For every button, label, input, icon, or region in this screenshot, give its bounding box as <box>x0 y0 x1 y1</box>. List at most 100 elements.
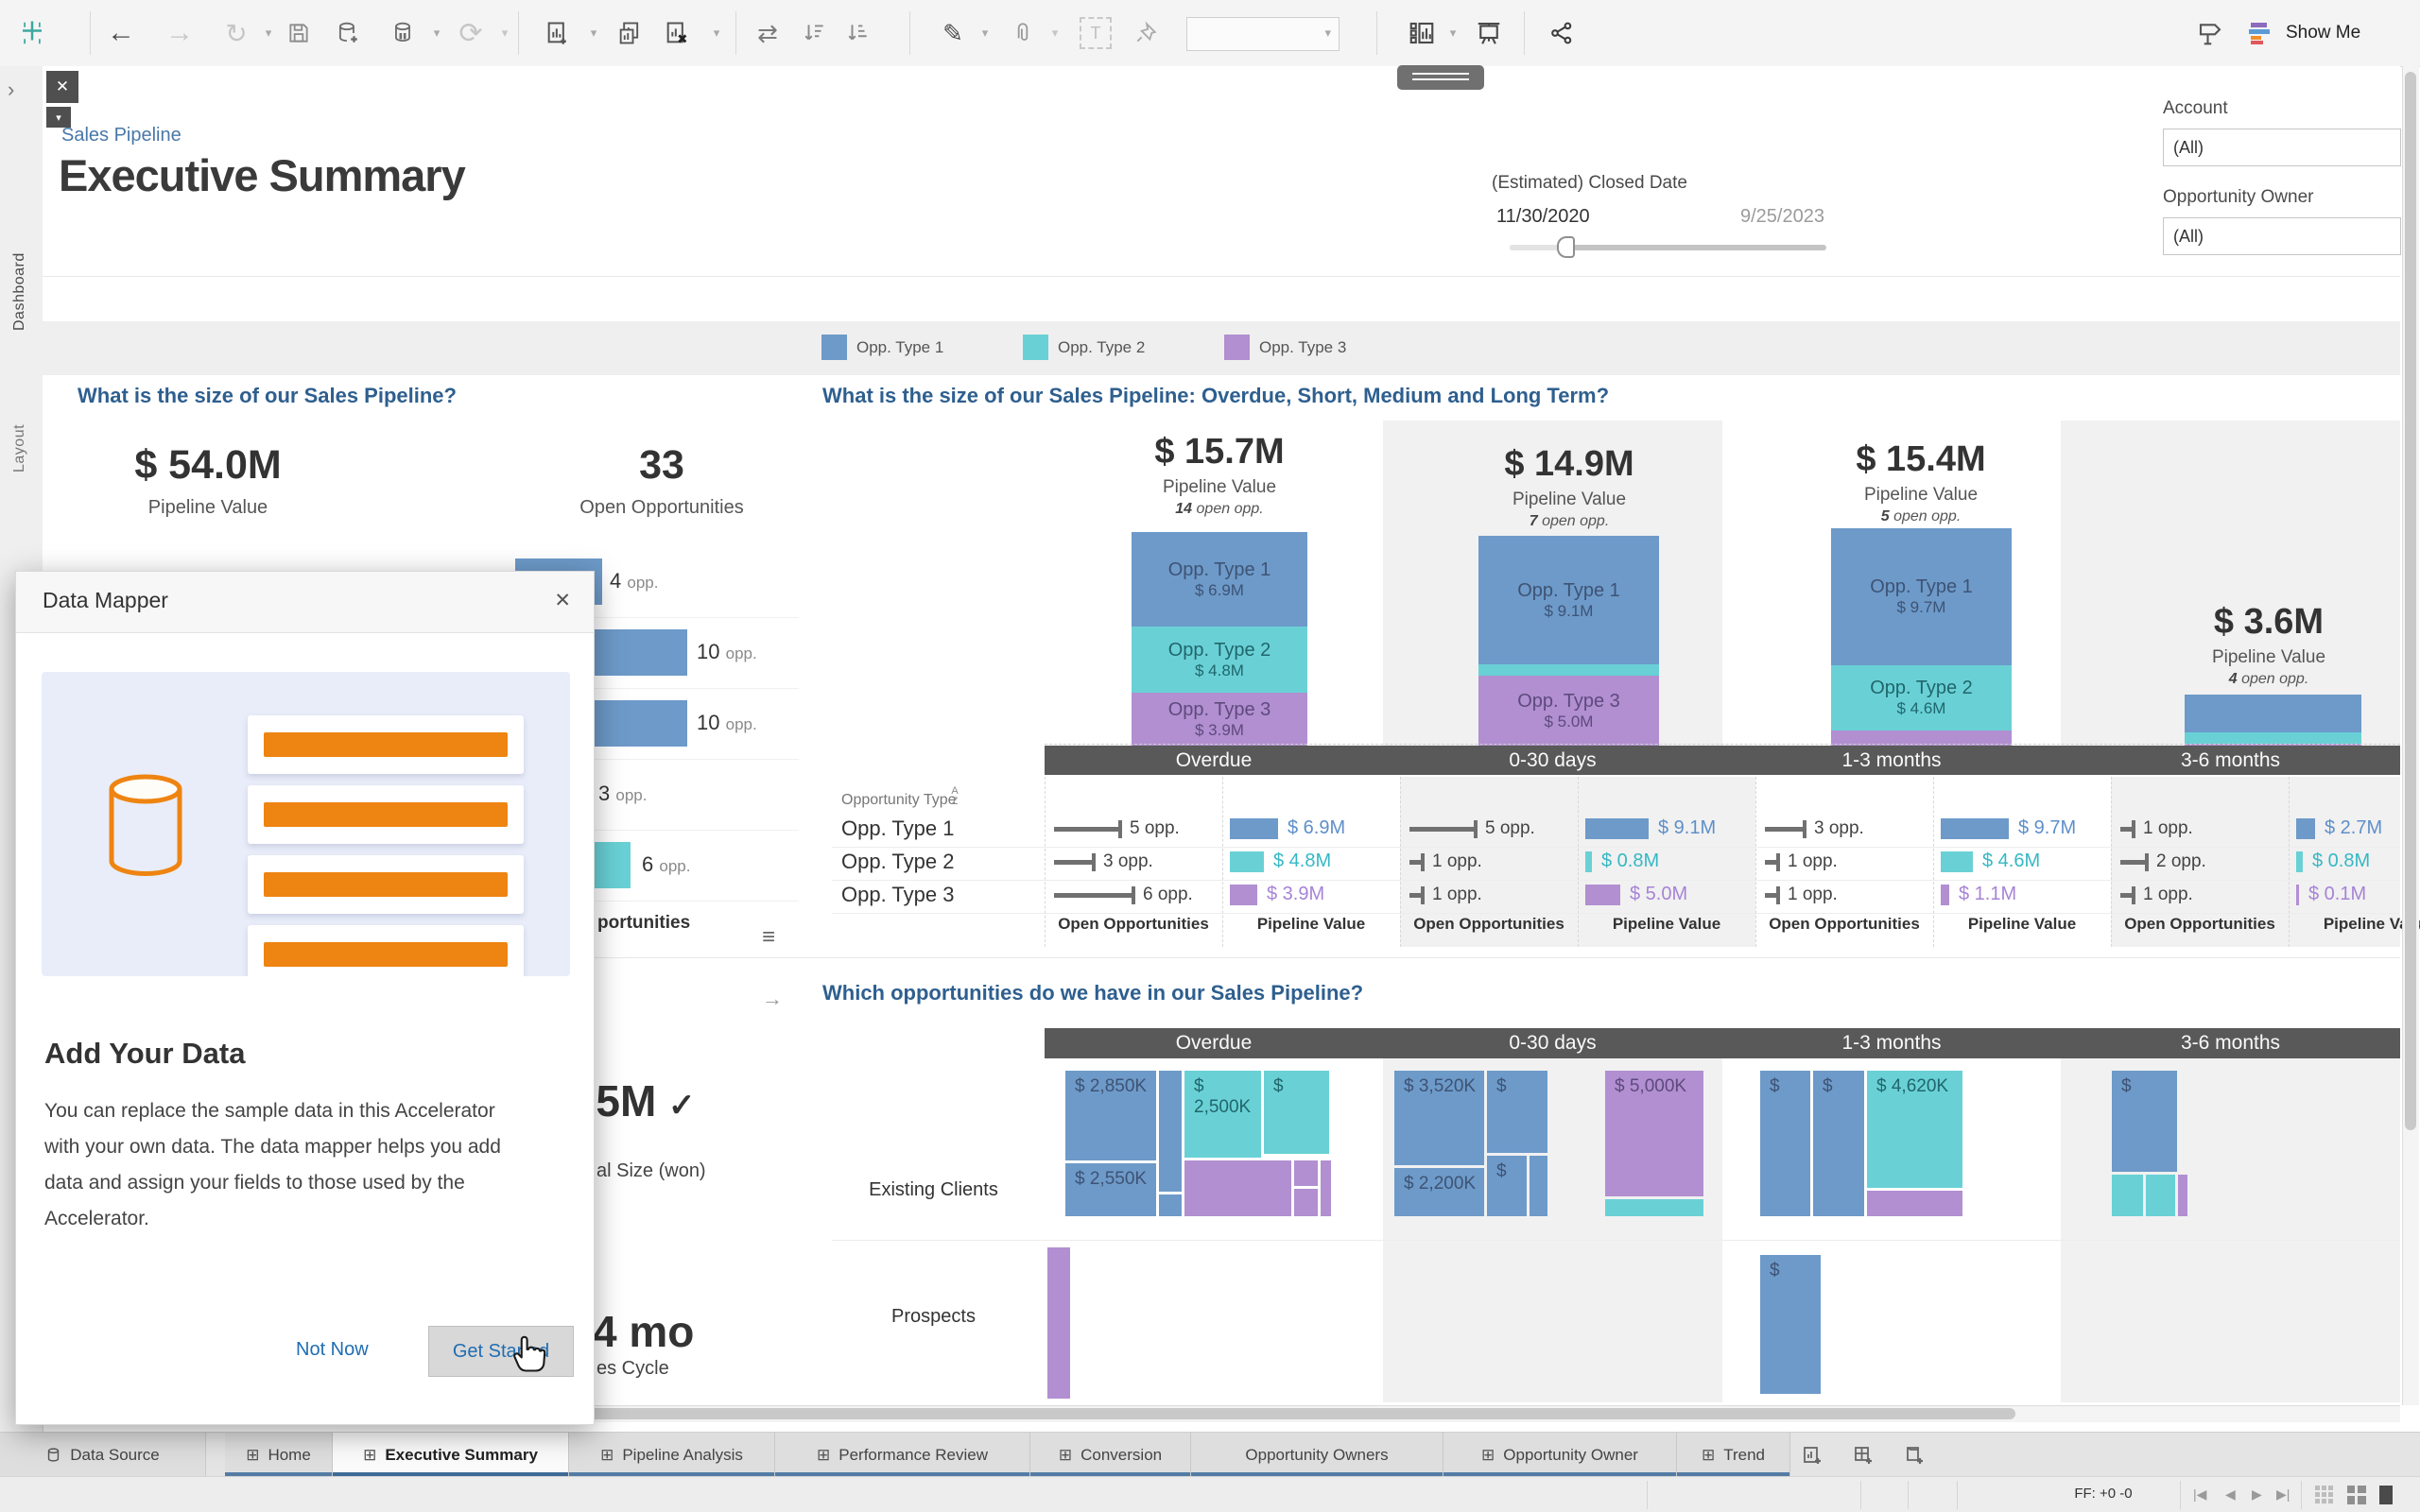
tab-performance-review[interactable]: ⊞ Performance Review <box>775 1433 1030 1477</box>
tab-executive-summary[interactable]: ⊞ Executive Summary <box>333 1433 569 1477</box>
show-me-icon[interactable] <box>2244 0 2282 66</box>
treemap-cell[interactable]: $ <box>1487 1156 1527 1216</box>
text-label-button[interactable]: T <box>1078 0 1114 66</box>
refresh-button[interactable]: ⟳ <box>458 17 483 49</box>
date-slider-track[interactable] <box>1510 245 1826 250</box>
whisker-mark[interactable] <box>1054 853 1096 871</box>
legend-swatch-type3[interactable] <box>1224 335 1250 360</box>
fix-axes-pin-button[interactable] <box>1127 0 1165 66</box>
date-filter-start[interactable]: 11/30/2020 <box>1496 206 1590 227</box>
show-hide-cards-caret-icon[interactable]: ▾ <box>1449 26 1457 40</box>
segment-1-3-type1[interactable]: Opp. Type 1 $ 9.7M <box>1831 528 2012 665</box>
whisker-mark[interactable] <box>1765 853 1780 871</box>
goto-sheet-icon[interactable]: → <box>762 987 783 1010</box>
fit-selector[interactable]: ▾ <box>1186 17 1340 51</box>
view-split-icon[interactable] <box>2346 1485 2367 1505</box>
value-bar[interactable] <box>2296 818 2315 839</box>
table-row-label-3[interactable]: Opp. Type 3 <box>841 883 955 906</box>
tableau-logo-icon[interactable] <box>11 0 53 66</box>
whisker-mark[interactable] <box>1054 886 1135 904</box>
new-story-tab-button[interactable] <box>1893 1433 1938 1477</box>
treemap-cell[interactable]: $ 2,200K <box>1394 1168 1484 1216</box>
open-opps-ban[interactable]: 33 <box>639 442 684 488</box>
treemap-cell[interactable]: $ 2,850K <box>1065 1071 1156 1160</box>
whisker-mark[interactable] <box>1765 886 1780 904</box>
treemap-cell[interactable]: $ 3,520K <box>1394 1071 1484 1165</box>
nav-prev-icon[interactable]: ◀ <box>2225 1486 2236 1502</box>
whisker-mark[interactable] <box>1409 886 1425 904</box>
sales-cycle-ban-fragment[interactable]: 4 mo <box>593 1307 695 1356</box>
pane-tab-layout[interactable]: Layout <box>11 423 27 472</box>
pause-updates-button[interactable] <box>384 0 422 66</box>
filter-owner-dropdown[interactable]: (All) <box>2163 217 2401 255</box>
whisker-mark[interactable] <box>1765 820 1806 838</box>
get-started-button[interactable]: Get Started <box>428 1326 574 1377</box>
value-bar[interactable] <box>1230 851 1264 872</box>
nav-next-icon[interactable]: ▶ <box>2252 1486 2262 1502</box>
redo-button[interactable]: → <box>165 17 194 48</box>
replay-button[interactable]: ↻ <box>225 18 248 48</box>
segment-overdue-type2[interactable]: Opp. Type 2 $ 4.8M <box>1132 627 1307 693</box>
replay-caret-icon[interactable]: ▾ <box>265 26 272 40</box>
tab-conversion[interactable]: ⊞ Conversion <box>1030 1433 1191 1477</box>
treemap-cell[interactable] <box>1184 1160 1291 1216</box>
treemap-cell[interactable] <box>1047 1247 1070 1399</box>
segment-3-6-type2[interactable] <box>2185 732 2361 744</box>
pipeline-value-ban[interactable]: $ 54.0M <box>134 442 282 488</box>
not-now-button[interactable]: Not Now <box>296 1339 369 1360</box>
guided-tooltip-icon[interactable] <box>2189 0 2231 66</box>
segment-3-6-type1[interactable] <box>2185 695 2361 732</box>
segment-overdue-type3[interactable]: Opp. Type 3 $ 3.9M <box>1132 693 1307 746</box>
show-hide-cards-button[interactable] <box>1399 0 1444 66</box>
tab-opportunity-owner[interactable]: ⊞ Opportunity Owner <box>1443 1433 1677 1477</box>
pause-updates-caret-icon[interactable]: ▾ <box>433 26 441 40</box>
segment-1-3-type2[interactable]: Opp. Type 2 $ 4.6M <box>1831 665 2012 730</box>
nav-last-icon[interactable]: ▶| <box>2276 1486 2290 1502</box>
tab-pipeline-analysis[interactable]: ⊞ Pipeline Analysis <box>569 1433 775 1477</box>
tab-data-source[interactable]: Data Source <box>0 1433 206 1477</box>
attach-button[interactable] <box>1002 0 1044 66</box>
zone-grip-handle[interactable] <box>1397 65 1484 90</box>
treemap-cell[interactable] <box>1159 1071 1182 1192</box>
value-bar[interactable] <box>1230 818 1278 839</box>
expand-pane-button[interactable]: › <box>8 77 15 101</box>
treemap-cell[interactable]: $ 4,620K <box>1867 1071 1962 1188</box>
save-button[interactable] <box>280 0 318 66</box>
tab-trend[interactable]: ⊞ Trend <box>1677 1433 1790 1477</box>
treemap-cell[interactable]: $ 2,550K <box>1065 1163 1156 1216</box>
new-dashboard-tab-button[interactable] <box>1841 1433 1887 1477</box>
swap-axes-button[interactable]: ⇄ <box>757 18 778 47</box>
treemap-cell[interactable] <box>2178 1175 2187 1216</box>
undo-button[interactable]: ← <box>107 17 135 48</box>
whisker-mark[interactable] <box>1409 820 1478 838</box>
horizontal-scrollbar[interactable] <box>43 1405 2400 1422</box>
zone-menu-button[interactable]: ▾ <box>46 107 71 128</box>
legend-swatch-type2[interactable] <box>1023 335 1048 360</box>
date-slider-handle[interactable] <box>1557 236 1575 258</box>
view-menu-icon[interactable]: ≡ <box>762 924 776 950</box>
duplicate-sheet-button[interactable] <box>609 0 650 66</box>
treemap-cell[interactable] <box>1294 1189 1318 1216</box>
treemap-cell[interactable]: $ 5,000K <box>1605 1071 1703 1196</box>
value-bar[interactable] <box>1941 851 1973 872</box>
whisker-mark[interactable] <box>1054 820 1122 838</box>
treemap-cell[interactable] <box>1530 1156 1547 1216</box>
new-data-source-button[interactable] <box>329 0 367 66</box>
view-full-icon[interactable] <box>2378 1485 2394 1505</box>
new-worksheet-button[interactable] <box>537 0 579 66</box>
clear-sheet-button[interactable] <box>656 0 698 66</box>
filter-account-dropdown[interactable]: (All) <box>2163 129 2401 166</box>
segment-overdue-type1[interactable]: Opp. Type 1 $ 6.9M <box>1132 532 1307 627</box>
treemap-cell[interactable]: $ <box>1813 1071 1864 1216</box>
new-worksheet-tab-button[interactable] <box>1790 1433 1836 1477</box>
legend-label-type2[interactable]: Opp. Type 2 <box>1058 338 1146 356</box>
clear-sheet-caret-icon[interactable]: ▾ <box>713 26 720 40</box>
new-worksheet-caret-icon[interactable]: ▾ <box>590 26 597 40</box>
segment-0-30-type2[interactable] <box>1478 664 1659 676</box>
refresh-caret-icon[interactable]: ▾ <box>501 26 509 40</box>
treemap-cell[interactable] <box>2112 1175 2143 1216</box>
value-bar[interactable] <box>1585 818 1649 839</box>
vertical-scrollbar-thumb[interactable] <box>2405 72 2416 1130</box>
value-bar[interactable] <box>2296 851 2303 872</box>
